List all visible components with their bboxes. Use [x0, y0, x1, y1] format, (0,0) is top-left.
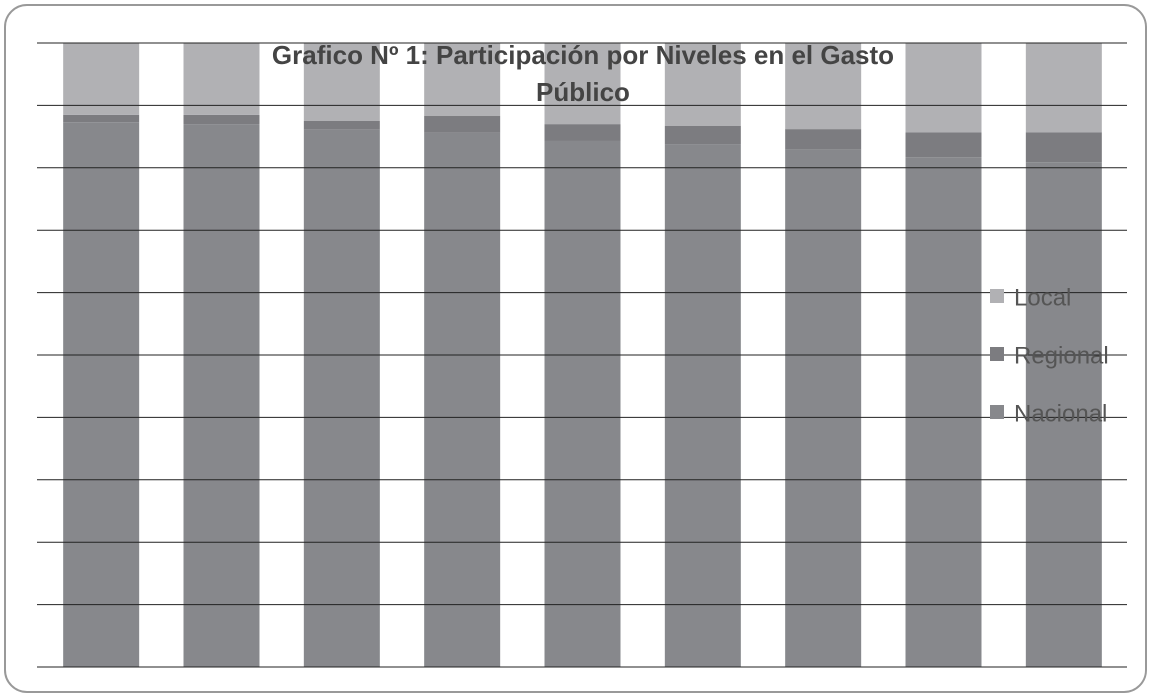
- bar-segment: [664, 144, 741, 667]
- bar-segment: [183, 114, 260, 125]
- bar-segment: [785, 129, 862, 150]
- bar-segment: [905, 132, 982, 158]
- bar-segment: [544, 140, 621, 667]
- legend-swatch: [990, 405, 1004, 419]
- legend-swatch: [990, 289, 1004, 303]
- bar-segment: [183, 43, 260, 115]
- bar-segment: [905, 43, 982, 133]
- bar-segment: [1025, 43, 1102, 133]
- bar-segment: [905, 157, 982, 667]
- bar-segment: [424, 116, 501, 133]
- bar-segment: [63, 122, 140, 668]
- bar-segment: [424, 43, 501, 117]
- bar-segment: [1025, 132, 1102, 163]
- legend-label: Regional: [1014, 342, 1109, 369]
- bar-segment: [303, 121, 380, 130]
- bar-segment: [183, 124, 260, 668]
- bar-segment: [785, 149, 862, 668]
- bar-segment: [424, 132, 501, 667]
- bar-segment: [544, 124, 621, 141]
- bar-segment: [544, 43, 621, 125]
- bar-segment: [303, 43, 380, 121]
- chart-title: Grafico Nº 1: Participación por Niveles …: [271, 40, 895, 107]
- bar-segment: [63, 114, 140, 123]
- bar-segment: [303, 129, 380, 668]
- legend-swatch: [990, 347, 1004, 361]
- bar-segment: [63, 43, 140, 115]
- bar-segment: [1025, 162, 1102, 667]
- bar-segment: [664, 125, 741, 145]
- bar-segment: [664, 43, 741, 126]
- legend-label: Nacional: [1014, 400, 1107, 427]
- bar-segment: [785, 43, 862, 130]
- legend-label: Local: [1014, 284, 1071, 311]
